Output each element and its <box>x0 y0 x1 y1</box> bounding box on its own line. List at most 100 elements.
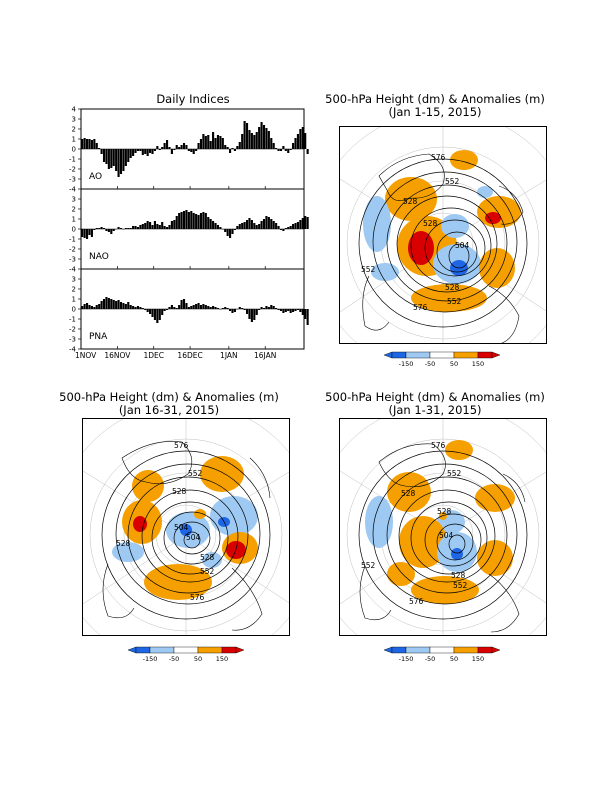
svg-text:576: 576 <box>190 593 205 602</box>
map3-title: 500-hPa Height (dm) & Anomalies (m) (Jan … <box>325 390 545 417</box>
index-bar <box>199 139 203 149</box>
index-bar <box>221 138 224 149</box>
index-bar <box>112 300 115 309</box>
coastlines <box>362 153 524 344</box>
index-bar <box>112 229 115 231</box>
index-bar <box>282 146 285 149</box>
index-bar <box>129 149 132 158</box>
index-bar <box>195 214 198 229</box>
svg-text:528: 528 <box>116 539 131 548</box>
index-bar <box>296 222 300 229</box>
height-contours <box>358 450 528 620</box>
index-bar <box>287 149 290 153</box>
y-tick-label: -1 <box>69 316 76 324</box>
index-bar <box>296 134 300 149</box>
index-bar <box>306 309 309 325</box>
index-bar <box>233 229 236 230</box>
index-bar <box>163 226 166 229</box>
index-bar <box>214 138 217 149</box>
colorbar-tick-label: -50 <box>169 655 180 663</box>
index-bar <box>241 134 244 149</box>
index-bar <box>122 303 125 309</box>
colorbar-tick-label: -150 <box>399 655 414 663</box>
index-bar <box>292 224 295 229</box>
index-bar <box>241 308 244 309</box>
index-bar <box>253 223 256 229</box>
y-tick-label: 0 <box>72 306 76 314</box>
index-bar <box>110 299 113 309</box>
x-tick-label: 16JAN <box>254 351 276 360</box>
index-bar <box>270 138 273 149</box>
index-bar <box>81 229 84 237</box>
index-bar <box>127 149 130 162</box>
index-bar <box>265 306 268 309</box>
index-bar <box>207 306 210 309</box>
index-bar <box>156 224 159 229</box>
index-bar <box>304 216 307 229</box>
index-bar <box>139 225 142 229</box>
index-bar <box>100 149 103 154</box>
index-bar <box>270 305 273 309</box>
index-bar <box>149 309 152 314</box>
index-bar <box>190 149 193 152</box>
indices-title: Daily Indices <box>156 92 230 106</box>
index-bar <box>110 149 113 168</box>
index-bar <box>248 218 251 229</box>
index-bar <box>182 143 186 149</box>
index-bar <box>224 229 227 232</box>
index-bar <box>284 228 287 229</box>
index-bar <box>192 213 195 229</box>
index-bar <box>182 211 186 229</box>
map-panel-jan1-31: 576 552 528 504 528 528 552 552 576 <box>339 418 547 636</box>
index-bar <box>282 229 285 231</box>
colorbar-tick-label: 50 <box>450 360 458 368</box>
index-bar <box>258 224 261 229</box>
index-bar <box>229 309 232 311</box>
x-tick-label: 16DEC <box>177 351 202 360</box>
x-tick-label: 1JAN <box>220 351 238 360</box>
coastlines <box>102 441 271 631</box>
index-bar <box>260 307 263 309</box>
index-bar <box>170 221 173 229</box>
index-bar <box>149 149 152 153</box>
index-bar <box>212 306 215 309</box>
index-bar <box>132 226 135 229</box>
index-bar <box>265 128 268 149</box>
index-bar <box>170 305 173 309</box>
svg-text:552: 552 <box>361 265 376 274</box>
index-bar <box>173 307 176 309</box>
y-tick-label: -1 <box>69 236 76 244</box>
index-bar <box>98 148 101 149</box>
index-bar <box>144 223 147 229</box>
y-tick-label: 4 <box>72 106 77 114</box>
map-content: 576 552 528 504 528 528 552 552 576 <box>339 418 547 636</box>
index-bar <box>289 149 292 150</box>
height-contours <box>358 158 528 328</box>
index-bar <box>231 229 234 234</box>
index-bar <box>83 229 86 238</box>
index-bar <box>279 229 283 230</box>
index-bar <box>267 217 270 229</box>
index-bar <box>180 300 183 309</box>
index-bar <box>134 307 137 309</box>
index-bar <box>207 135 210 149</box>
index-bar <box>165 309 169 310</box>
index-bar <box>216 308 220 309</box>
index-bar <box>168 147 171 149</box>
index-bar <box>236 146 239 149</box>
y-tick-label: 3 <box>72 196 76 204</box>
index-bar <box>117 227 120 229</box>
index-bar <box>292 309 295 312</box>
index-bar <box>139 149 142 151</box>
colorbar-swatch <box>221 646 237 654</box>
map-frame <box>339 126 547 344</box>
index-bar <box>192 305 195 309</box>
index-bar <box>231 148 234 149</box>
svg-text:552: 552 <box>188 469 203 478</box>
svg-text:528: 528 <box>445 283 460 292</box>
index-bar <box>178 305 181 309</box>
index-bar <box>95 305 98 309</box>
svg-text:552: 552 <box>453 581 468 590</box>
index-bar <box>299 129 302 149</box>
index-bar <box>93 139 96 149</box>
